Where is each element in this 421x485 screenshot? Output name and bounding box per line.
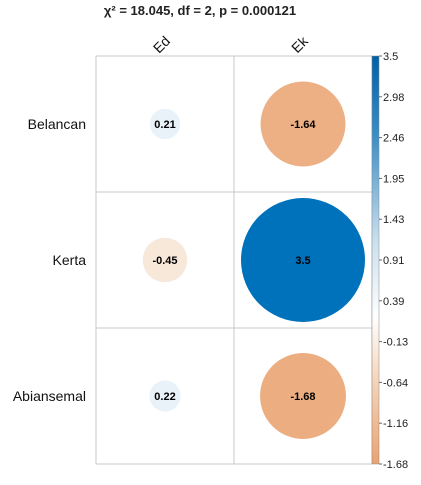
cell-circle	[260, 353, 346, 439]
cell-circle	[142, 237, 188, 283]
cell-value-label: 3.5	[295, 255, 310, 267]
cell-value-label: -1.64	[290, 119, 316, 131]
legend-tick-label: 3.5	[383, 51, 398, 63]
cell-circle	[241, 198, 365, 322]
cell-circle	[149, 108, 181, 140]
row-label: Belancan	[28, 116, 86, 132]
legend-tick-label: 2.98	[383, 92, 404, 104]
column-label: Ek	[288, 32, 312, 56]
cell-circle	[260, 81, 346, 167]
chart-title: χ² = 18.045, df = 2, p = 0.000121	[104, 3, 296, 18]
legend-tick-label: 1.43	[383, 214, 404, 226]
cell-value-label: -0.45	[152, 255, 177, 267]
cell-value-label: -1.68	[290, 391, 315, 403]
column-label: Ed	[150, 33, 173, 56]
legend-tick-label: -1.68	[383, 459, 408, 471]
legend-tick-label: 0.91	[383, 255, 404, 267]
row-label: Kerta	[53, 252, 87, 268]
circle-layer	[142, 81, 365, 439]
legend-tick-label: -0.13	[383, 337, 408, 349]
legend-tick-label: -1.16	[383, 418, 408, 430]
legend-tick-label: -0.64	[383, 377, 408, 389]
cell-value-label: 0.22	[154, 391, 175, 403]
legend-tick-label: 0.39	[383, 296, 404, 308]
cell-circle	[149, 380, 181, 412]
color-legend: 3.5 2.98 2.46 1.95 1.43 0.91 0.39 -0.13 -0.64 -1.…	[371, 51, 408, 471]
row-label: Abiansemal	[13, 388, 86, 404]
cell-value-label: 0.21	[154, 119, 175, 131]
legend-color-bar	[371, 55, 380, 465]
legend-tick-label: 1.95	[383, 173, 404, 185]
legend-tick-label: 2.46	[383, 133, 404, 145]
